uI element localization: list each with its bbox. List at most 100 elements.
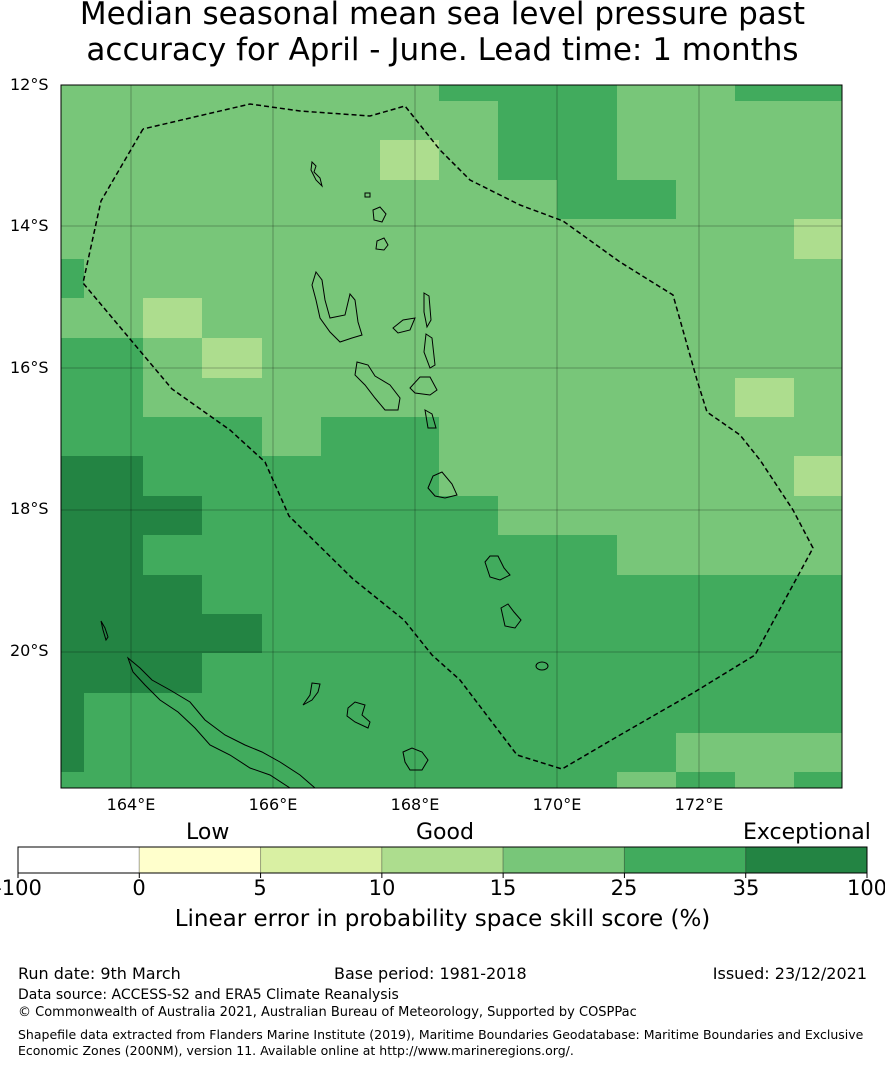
- lon-label: 166°E: [248, 795, 298, 814]
- grid-cell: [794, 378, 843, 418]
- grid-cell: [143, 378, 203, 418]
- grid-cell: [61, 653, 85, 694]
- grid-cell: [498, 378, 558, 418]
- grid-cell: [676, 298, 736, 339]
- grid-cell: [557, 338, 618, 379]
- grid-cell: [557, 575, 618, 615]
- grid-cell: [676, 417, 736, 457]
- grid-cell: [617, 298, 677, 339]
- grid-cell: [202, 733, 263, 773]
- grid-cell: [84, 535, 144, 576]
- grid-cell: [676, 614, 736, 654]
- lon-label: 170°E: [532, 795, 582, 814]
- grid-cell: [321, 259, 381, 299]
- grid-cell: [143, 496, 203, 536]
- grid-cell: [143, 693, 203, 734]
- grid-cell: [676, 535, 736, 576]
- grid-cell: [676, 259, 736, 299]
- grid-cell: [676, 772, 736, 789]
- grid-cell: [84, 614, 144, 654]
- belep-islands: [100, 620, 109, 642]
- banks-islands: [310, 160, 389, 251]
- skill-grid: [61, 85, 843, 789]
- grid-cell: [202, 338, 263, 379]
- grid-cell: [498, 575, 558, 615]
- grid-cell: [735, 298, 795, 339]
- ambae-island: [392, 317, 416, 334]
- grid-cell: [262, 417, 322, 457]
- grid-cell: [143, 140, 203, 181]
- grid-cell: [61, 338, 85, 379]
- grid-cell: [61, 219, 85, 260]
- grid-cell: [676, 693, 736, 734]
- grid-cell: [380, 733, 440, 773]
- grid-cell: [439, 101, 499, 141]
- grid-cell: [380, 219, 440, 260]
- colorbar-tick: 10: [368, 876, 396, 900]
- grid-cell: [498, 338, 558, 379]
- grid-cell: [202, 85, 263, 102]
- grid-cell: [794, 140, 843, 181]
- colorbar-tick: 5: [253, 876, 267, 900]
- grid-cell: [794, 614, 843, 654]
- grid-cell: [202, 653, 263, 694]
- grid-cell: [439, 575, 499, 615]
- grid-cell: [321, 535, 381, 576]
- grid-cell: [557, 298, 618, 339]
- grid-cell: [262, 575, 322, 615]
- grid-cell: [617, 417, 677, 457]
- grid-cell: [262, 653, 322, 694]
- grid-cell: [676, 219, 736, 260]
- grid-cell: [557, 378, 618, 418]
- espiritu-santo-island: [311, 270, 363, 343]
- grid-cell: [498, 733, 558, 773]
- grid-cell: [262, 378, 322, 418]
- grid-cell: [735, 693, 795, 734]
- grid-cell: [439, 535, 499, 576]
- grid-cell: [61, 298, 85, 339]
- grid-cell: [262, 496, 322, 536]
- grid-cell: [617, 259, 677, 299]
- issued-date: Issued: 23/12/2021: [712, 964, 867, 983]
- grid-cell: [380, 535, 440, 576]
- grid-cell: [143, 456, 203, 497]
- grid-cell: [262, 733, 322, 773]
- grid-cell: [380, 417, 440, 457]
- grid-cell: [84, 417, 144, 457]
- grid-cell: [735, 496, 795, 536]
- grid-cell: [202, 417, 263, 457]
- grid-cell: [321, 101, 381, 141]
- grid-cell: [676, 378, 736, 418]
- ouvea-island: [302, 682, 321, 706]
- tanna-island: [500, 603, 522, 629]
- grid-cell: [498, 614, 558, 654]
- lat-label: 12°S: [10, 75, 49, 94]
- grid-cell: [321, 378, 381, 418]
- grid-cell: [557, 693, 618, 734]
- copyright: © Commonwealth of Australia 2021, Austra…: [18, 1005, 637, 1020]
- grid-cell: [262, 180, 322, 220]
- grid-cell: [735, 535, 795, 576]
- grid-cell: [557, 259, 618, 299]
- colorbar-category-exceptional: Exceptional: [743, 820, 871, 845]
- grid-cell: [617, 575, 677, 615]
- grid-cell: [439, 456, 499, 497]
- grid-cell: [84, 693, 144, 734]
- grid-cell: [380, 496, 440, 536]
- grid-cell: [557, 140, 618, 181]
- grid-cell: [84, 496, 144, 536]
- grid-cell: [84, 456, 144, 497]
- grid-cell: [735, 653, 795, 694]
- grid-cell: [794, 417, 843, 457]
- grid-cell: [439, 180, 499, 220]
- grid-cell: [676, 456, 736, 497]
- grid-cell: [557, 417, 618, 457]
- grid-cell: [498, 653, 558, 694]
- grid-cell: [735, 575, 795, 615]
- colorbar-tick: 100: [846, 876, 885, 900]
- grid-cell: [735, 180, 795, 220]
- grid-cell: [202, 378, 263, 418]
- grid-cell: [84, 101, 144, 141]
- data-source: Data source: ACCESS-S2 and ERA5 Climate …: [18, 987, 399, 1003]
- grid-cell: [61, 693, 85, 734]
